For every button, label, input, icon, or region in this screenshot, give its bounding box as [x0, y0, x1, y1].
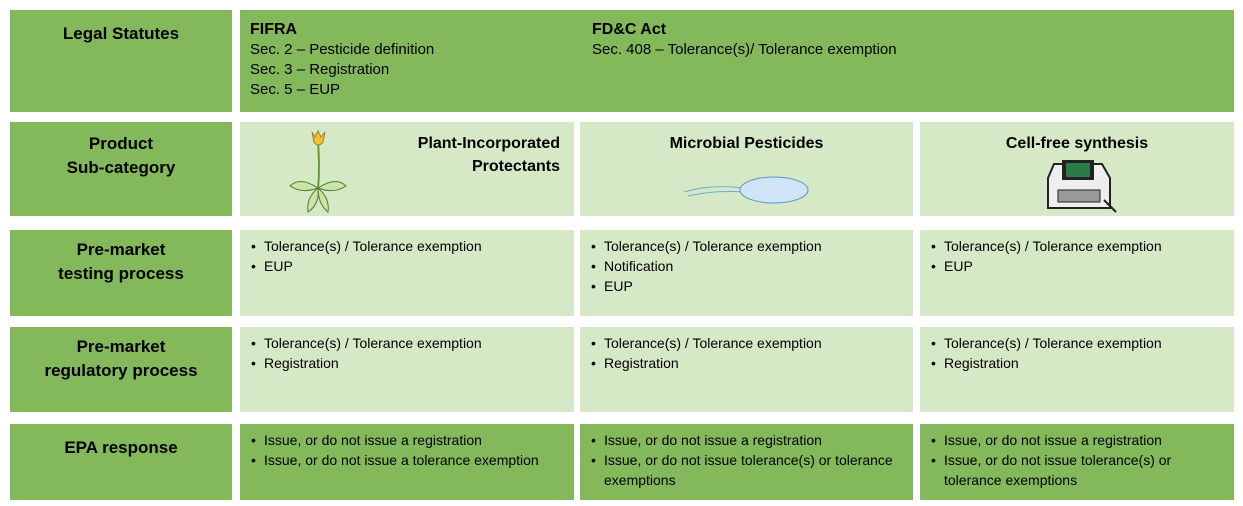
statute-item: Sec. 408 – Tolerance(s)/ Tolerance exemp… — [592, 40, 897, 60]
bullet-cell: Tolerance(s) / Tolerance exemptionRegist… — [920, 327, 1234, 412]
row-label-line: EPA response — [10, 436, 232, 460]
subcategory-cell: Cell-free synthesis — [920, 122, 1234, 216]
statute-item: Sec. 3 – Registration — [250, 60, 434, 80]
bullet-cell: Tolerance(s) / Tolerance exemptionNotifi… — [580, 230, 913, 316]
bullet-list: Tolerance(s) / Tolerance exemptionEUP — [250, 236, 564, 276]
statute-title: FD&C Act — [592, 20, 897, 40]
bullet-item: Issue, or do not issue a registration — [930, 430, 1224, 450]
bullet-list: Tolerance(s) / Tolerance exemptionRegist… — [250, 333, 564, 373]
bullet-list: Issue, or do not issue a registrationIss… — [250, 430, 564, 470]
bullet-item: Tolerance(s) / Tolerance exemption — [930, 333, 1224, 353]
bullet-item: Tolerance(s) / Tolerance exemption — [590, 333, 903, 353]
bullet-cell: Issue, or do not issue a registrationIss… — [580, 424, 913, 500]
bullet-list: Issue, or do not issue a registrationIss… — [930, 430, 1224, 490]
subcategory-cell: Plant-Incorporated Protectants — [240, 122, 574, 216]
bullet-list: Tolerance(s) / Tolerance exemptionEUP — [930, 236, 1224, 276]
bullet-item: EUP — [250, 256, 564, 276]
row-label: EPA response — [10, 424, 232, 500]
subcategory-title: Plant-Incorporated Protectants — [370, 132, 560, 178]
bullet-cell: Tolerance(s) / Tolerance exemptionRegist… — [580, 327, 913, 412]
device-icon — [1044, 154, 1124, 216]
subcategory-title: Cell-free synthesis — [920, 132, 1234, 155]
bullet-list: Tolerance(s) / Tolerance exemptionNotifi… — [590, 236, 903, 296]
row-label-line: Pre-market — [10, 335, 232, 359]
bullet-cell: Issue, or do not issue a registrationIss… — [920, 424, 1234, 500]
bullet-item: EUP — [930, 256, 1224, 276]
bullet-list: Tolerance(s) / Tolerance exemptionRegist… — [590, 333, 903, 373]
bullet-cell: Tolerance(s) / Tolerance exemptionEUP — [240, 230, 574, 316]
row-label-line: regulatory process — [10, 359, 232, 383]
bullet-item: Registration — [250, 353, 564, 373]
bullet-item: Registration — [930, 353, 1224, 373]
bullet-item: Tolerance(s) / Tolerance exemption — [250, 236, 564, 256]
microbe-icon — [680, 168, 820, 208]
statute-title: FIFRA — [250, 20, 434, 40]
row-label-line: Pre-market — [10, 238, 232, 262]
bullet-item: Tolerance(s) / Tolerance exemption — [590, 236, 903, 256]
bullet-item: EUP — [590, 276, 903, 296]
subcategory-cell: Microbial Pesticides — [580, 122, 913, 216]
page: Legal Statutes FIFRASec. 2 – Pesticide d… — [0, 0, 1243, 506]
bullet-item: Tolerance(s) / Tolerance exemption — [250, 333, 564, 353]
bullet-item: Issue, or do not issue a registration — [250, 430, 564, 450]
bullet-item: Tolerance(s) / Tolerance exemption — [930, 236, 1224, 256]
bullet-cell: Tolerance(s) / Tolerance exemptionEUP — [920, 230, 1234, 316]
bullet-item: Notification — [590, 256, 903, 276]
bullet-list: Tolerance(s) / Tolerance exemptionRegist… — [930, 333, 1224, 373]
bullet-cell: Issue, or do not issue a registrationIss… — [240, 424, 574, 500]
statute-item: Sec. 2 – Pesticide definition — [250, 40, 434, 60]
bullet-item: Issue, or do not issue tolerance(s) or t… — [930, 450, 1224, 490]
bullet-cell: Tolerance(s) / Tolerance exemptionRegist… — [240, 327, 574, 412]
plant-icon — [280, 128, 360, 214]
row-label-line: Legal Statutes — [10, 22, 232, 46]
row-label: Legal Statutes — [10, 10, 232, 112]
bullet-item: Issue, or do not issue tolerance(s) or t… — [590, 450, 903, 490]
row-label-line: testing process — [10, 262, 232, 286]
row-label-line: Sub-category — [10, 156, 232, 180]
subcategory-title: Microbial Pesticides — [580, 132, 913, 155]
bullet-list: Issue, or do not issue a registrationIss… — [590, 430, 903, 490]
bullet-item: Issue, or do not issue a registration — [590, 430, 903, 450]
statute-item: Sec. 5 – EUP — [250, 80, 434, 100]
row-label-line: Product — [10, 132, 232, 156]
bullet-item: Issue, or do not issue a tolerance exemp… — [250, 450, 564, 470]
bullet-item: Registration — [590, 353, 903, 373]
